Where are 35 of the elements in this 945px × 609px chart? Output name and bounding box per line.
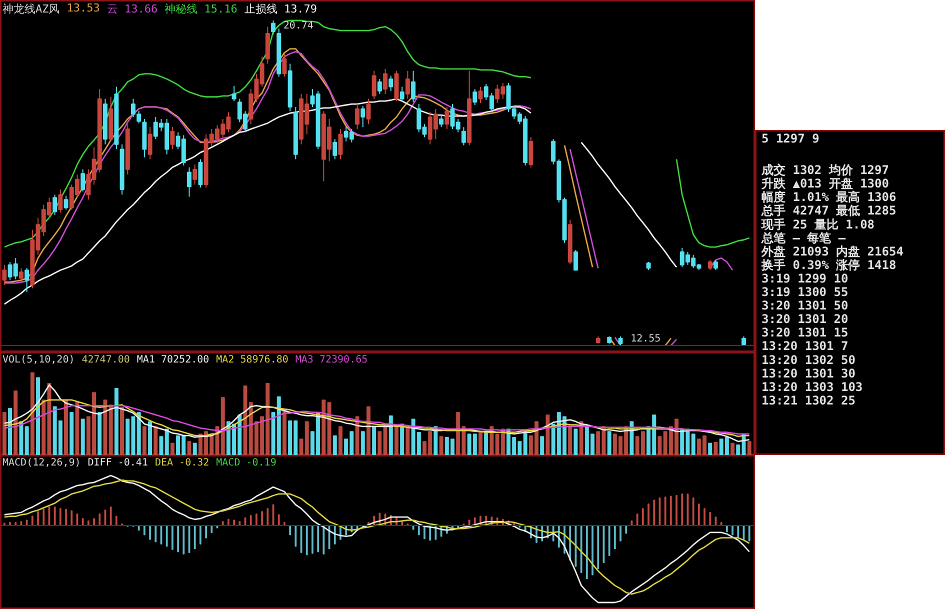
text: 总笔 — 每笔 — xyxy=(760,230,846,245)
text: 3:20 1301 15 xyxy=(762,326,848,340)
text: MA3 72390.65 xyxy=(295,354,368,366)
text: 3:19 1300 55 xyxy=(762,285,848,299)
text: 换手 0.39% 涨停 1418 xyxy=(760,258,896,272)
text: 13:21 1302 25 xyxy=(762,393,856,408)
annotation: 12.55 xyxy=(630,334,661,344)
text: 13.53 xyxy=(66,2,100,14)
chart-title: MACD(12,26,9) xyxy=(2,458,81,468)
text: 神秘线 15.16 xyxy=(164,2,238,16)
text: 42747.00 xyxy=(82,354,130,366)
text: 13:20 1302 50 xyxy=(762,352,856,367)
text: 成交 1302 均价 1297 xyxy=(760,163,889,178)
text: 13:20 1301 30 xyxy=(762,366,856,380)
text: 13:20 1303 103 xyxy=(762,380,863,394)
text: 3:20 1301 20 xyxy=(762,312,848,326)
text: 升跌 ▲013 开盘 1300 xyxy=(760,176,889,191)
series-label: DIFF -0.41 xyxy=(88,458,148,468)
series-label: DEA -0.32 xyxy=(154,458,210,468)
text: MA1 70252.00 xyxy=(136,354,210,366)
annotation: 20.74 xyxy=(283,20,314,32)
chart-title: 神龙线AZ风 xyxy=(2,2,60,16)
text: 外盘 21093 内盘 21654 xyxy=(760,244,904,258)
text: 止损线 13.79 xyxy=(244,2,318,16)
text: MACD -0.19 xyxy=(216,458,276,468)
chart-title: VOL(5,10,20) xyxy=(2,354,75,366)
text: 13:20 1301 7 xyxy=(762,339,848,354)
text: MA2 58976.80 xyxy=(216,354,288,366)
text: 总手 42747 最低 1285 xyxy=(760,204,896,218)
text: 现手 25 量比 1.08 xyxy=(760,217,875,232)
text: 幅度 1.01% 最高 1306 xyxy=(762,190,896,204)
text: 3:20 1301 50 xyxy=(762,298,848,313)
text: 3:19 1299 10 xyxy=(762,271,848,286)
text: 云 13.66 xyxy=(106,2,158,16)
text: 5 1297 9 xyxy=(762,132,820,146)
